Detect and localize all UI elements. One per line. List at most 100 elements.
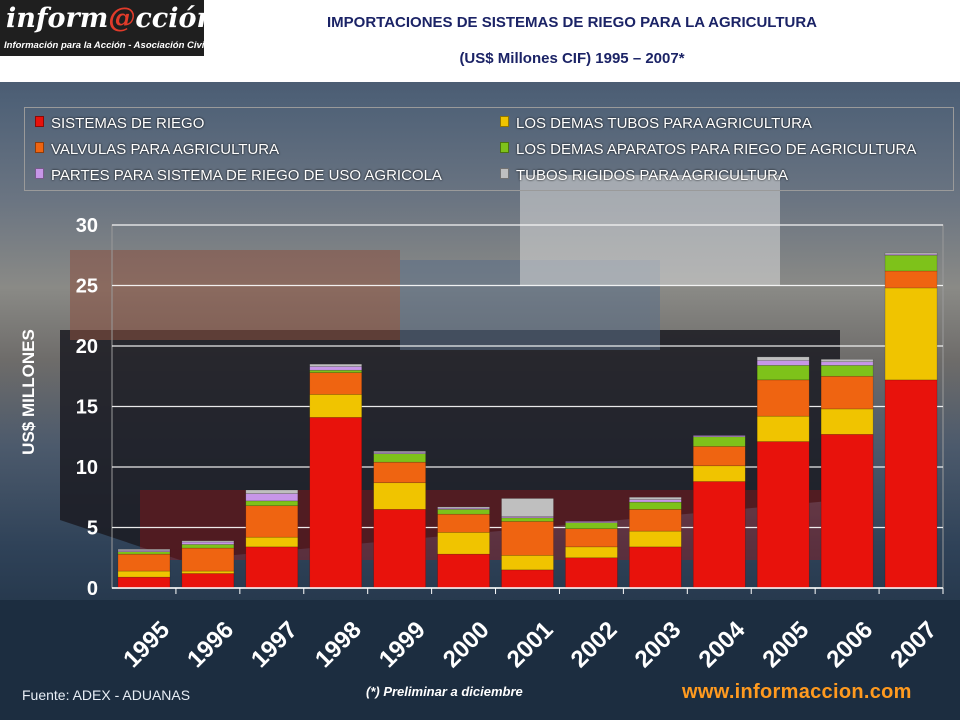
bar-segment (501, 569, 554, 589)
legend-item-sistemas-de-riego: SISTEMAS DE RIEGO (35, 115, 204, 135)
bar-segment (117, 553, 171, 572)
bar-segment (181, 541, 235, 545)
bar-segment (181, 547, 235, 572)
bar-segment (501, 517, 554, 522)
bar-segment (437, 513, 490, 533)
bar-segment (629, 496, 682, 500)
bar-segment (181, 544, 235, 549)
x-tick-label: 1995 (118, 616, 175, 673)
bar-segment (565, 557, 618, 589)
y-tick-label: 25 (76, 276, 98, 298)
bar-segment (245, 500, 299, 507)
chart-title: IMPORTACIONES DE SISTEMAS DE RIEGO PARA … (326, 14, 817, 31)
bar-segment (756, 356, 810, 361)
bar-segment (437, 507, 490, 510)
bar-segment (245, 489, 299, 494)
bar-segment (565, 521, 618, 523)
bar-segment (820, 365, 874, 377)
bar-segment (117, 551, 171, 555)
bar-segment (181, 573, 235, 589)
bar-segment (117, 576, 171, 589)
legend-item-tubos-rigidos: TUBOS RIGIDOS PARA AGRICULTURA (500, 167, 788, 187)
x-tick-label: 2001 (502, 616, 559, 673)
bar-segment (820, 408, 874, 435)
chart-subtitle: (US$ Millones CIF) 1995 – 2007* (459, 50, 685, 67)
bar-segment (884, 252, 938, 255)
bar-segment (565, 528, 618, 548)
bar-segment (437, 553, 490, 589)
legend-swatch (35, 168, 44, 179)
bar-segment (373, 452, 426, 454)
bar-segment (437, 506, 490, 509)
bar-segment (245, 505, 299, 538)
x-tick-label: 2003 (630, 616, 687, 673)
legend-swatch (500, 142, 509, 153)
bar-segment (309, 394, 363, 418)
bar-segment (181, 540, 235, 543)
bar-segment (692, 465, 746, 482)
y-tick-label: 15 (76, 397, 98, 419)
legend-item-demas-aparatos: LOS DEMAS APARATOS PARA RIEGO DE AGRICUL… (500, 141, 916, 161)
bar-segment (820, 375, 874, 410)
legend-swatch (500, 116, 509, 127)
y-tick-label: 5 (87, 518, 98, 540)
logo-tagline: Información para la Acción - Asociación … (4, 40, 208, 51)
bar-segment (820, 359, 874, 363)
bar-segment (820, 434, 874, 589)
bar-segment (309, 372, 363, 395)
y-tick-label: 30 (76, 215, 98, 237)
website-link[interactable]: www.informaccion.com (682, 681, 912, 703)
bar-segment (820, 361, 874, 366)
x-tick-label: 1996 (182, 616, 239, 673)
legend-item-demas-tubos: LOS DEMAS TUBOS PARA AGRICULTURA (500, 115, 812, 135)
y-tick-label: 10 (76, 457, 98, 479)
bar-segment (565, 522, 618, 530)
bar-segment (756, 441, 810, 589)
bar-segment (501, 555, 554, 571)
y-tick-label: 0 (87, 578, 98, 600)
source-note: Fuente: ADEX - ADUANAS (22, 687, 191, 703)
bar-segment (309, 366, 363, 371)
x-tick-label: 1999 (374, 616, 431, 673)
x-tick-label: 1997 (246, 616, 303, 673)
bar-segment (117, 548, 171, 551)
x-tick-label: 2000 (438, 616, 495, 673)
bar-segment (373, 461, 426, 484)
bar-segment (629, 501, 682, 510)
bar-segment (373, 509, 426, 589)
bar-segment (373, 453, 426, 463)
brand-logo: inform@cción Información para la Acción … (0, 0, 217, 56)
chart-legend: SISTEMAS DE RIEGO LOS DEMAS TUBOS PARA A… (24, 107, 954, 191)
bar-segment (373, 450, 426, 453)
bar-segment (884, 270, 938, 289)
x-tick-label: 1998 (310, 616, 367, 673)
x-tick-label: 2004 (694, 616, 751, 673)
bar-segment (692, 435, 746, 438)
legend-item-partes: PARTES PARA SISTEMA DE RIEGO DE USO AGRI… (35, 167, 442, 187)
bar-segment (117, 570, 171, 578)
legend-swatch (500, 168, 509, 179)
bar-segment (629, 509, 682, 532)
y-tick-label: 20 (76, 336, 98, 358)
bar-segment (501, 521, 554, 556)
bar-segment (437, 532, 490, 555)
bar-segment (756, 415, 810, 442)
legend-swatch (35, 116, 44, 127)
bar-segment (629, 546, 682, 589)
bar-segment (692, 481, 746, 589)
legend-item-valvulas: VALVULAS PARA AGRICULTURA (35, 141, 279, 161)
x-tick-label: 2005 (757, 616, 814, 673)
bar-segment (884, 287, 938, 381)
bar-segment (245, 546, 299, 589)
logo-wordmark: inform@cción (6, 3, 217, 34)
x-tick-label: 2006 (821, 616, 878, 673)
bar-segment (245, 536, 299, 548)
bar-segment (884, 254, 938, 272)
bar-segment (181, 570, 235, 574)
bar-segment (373, 482, 426, 510)
legend-swatch (35, 142, 44, 153)
x-tick-label: 2007 (885, 616, 942, 673)
bar-segment (692, 436, 746, 447)
bar-segment (884, 379, 938, 589)
